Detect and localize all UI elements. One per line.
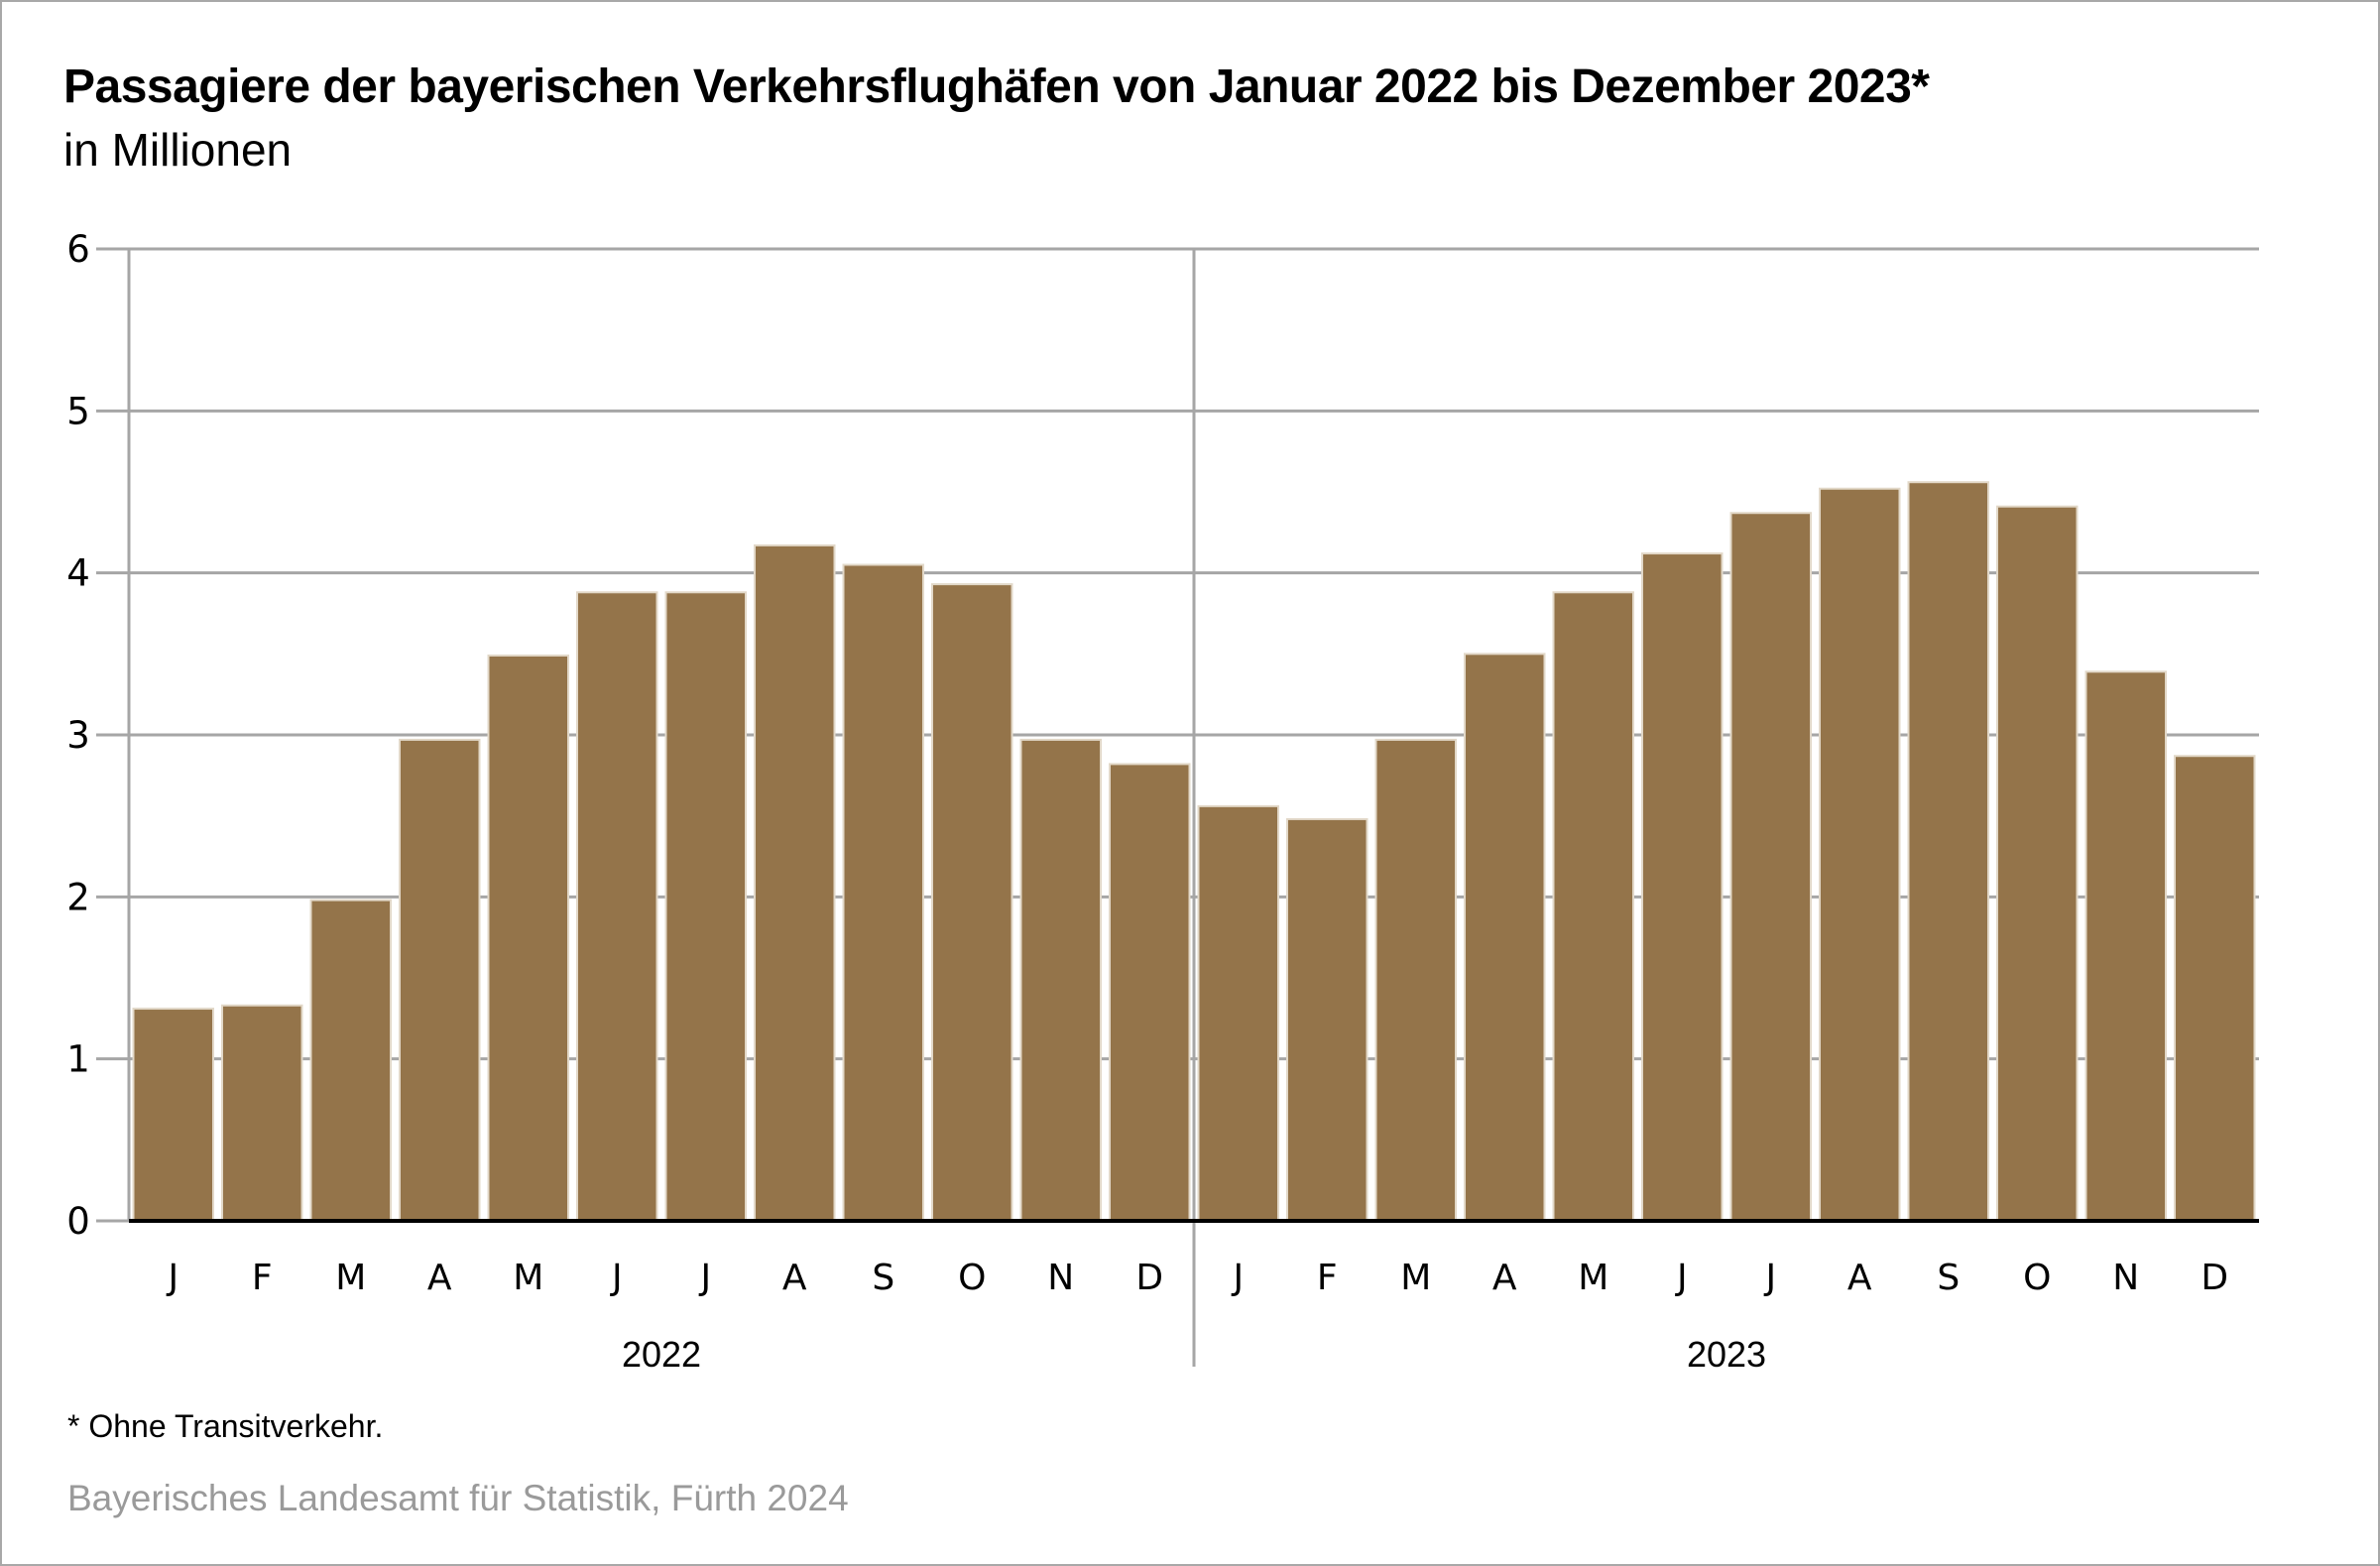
x-tick-label: F — [1317, 1258, 1338, 1298]
bar — [309, 899, 392, 1222]
x-tick-label: F — [252, 1258, 273, 1298]
y-tick-label: 1 — [66, 1038, 90, 1081]
bar — [487, 654, 569, 1222]
chart-subtitle: in Millionen — [63, 124, 293, 176]
x-tick-label: D — [1135, 1258, 1163, 1298]
bar — [1019, 738, 1102, 1223]
x-tick-label: N — [2112, 1258, 2139, 1298]
bar — [132, 1008, 214, 1222]
x-tick-label: M — [335, 1258, 366, 1298]
bar — [399, 738, 481, 1223]
year-label: 2022 — [622, 1334, 701, 1375]
x-tick-label: A — [427, 1258, 452, 1298]
x-tick-label: A — [1492, 1258, 1517, 1298]
bar — [2084, 670, 2167, 1222]
x-tick-label: O — [2023, 1258, 2051, 1298]
x-tick-label: D — [2201, 1258, 2228, 1298]
x-tick-label: S — [872, 1258, 894, 1298]
x-tick-label: M — [1400, 1258, 1431, 1298]
x-tick-label: M — [1578, 1258, 1608, 1298]
bar — [664, 591, 747, 1222]
bar — [1729, 512, 1812, 1222]
bar — [221, 1004, 303, 1222]
bar — [1996, 505, 2079, 1222]
bar — [842, 563, 924, 1222]
bar — [1286, 817, 1368, 1223]
bar — [2174, 755, 2256, 1222]
y-tick-label: 6 — [66, 228, 90, 271]
bar — [1374, 738, 1457, 1223]
bar — [1907, 481, 1989, 1222]
bar — [1819, 487, 1901, 1222]
x-tick-label: M — [513, 1258, 543, 1298]
y-tick-label: 3 — [66, 714, 90, 757]
x-tick-label: J — [166, 1258, 178, 1298]
bar — [1197, 804, 1279, 1222]
x-tick-label: A — [782, 1258, 807, 1298]
x-tick-label: N — [1047, 1258, 1074, 1298]
y-tick-label: 0 — [66, 1200, 90, 1243]
year-label: 2023 — [1687, 1334, 1766, 1375]
x-tick-label: J — [698, 1258, 711, 1298]
x-tick-label: J — [1231, 1258, 1244, 1298]
y-axis-ticks: 0 1 2 3 4 5 6 — [66, 228, 90, 1243]
x-tick-label: J — [1763, 1258, 1776, 1298]
bars — [132, 481, 2256, 1223]
bar — [931, 583, 1013, 1222]
x-tick-label: J — [1675, 1258, 1688, 1298]
bar — [754, 543, 836, 1222]
bar — [1109, 763, 1191, 1223]
y-tick-label: 2 — [66, 876, 90, 918]
bar — [1464, 653, 1546, 1222]
bar — [1552, 591, 1634, 1222]
y-tick-label: 4 — [66, 552, 90, 595]
y-tick-label: 5 — [66, 390, 90, 432]
bar — [576, 591, 658, 1222]
x-tick-label: O — [958, 1258, 986, 1298]
x-tick-label: A — [1847, 1258, 1872, 1298]
x-tick-label: S — [1937, 1258, 1960, 1298]
bar — [1641, 552, 1724, 1222]
axes — [127, 249, 2259, 1367]
x-tick-label: J — [610, 1258, 623, 1298]
source-note: Bayerisches Landesamt für Statistik, Für… — [67, 1478, 849, 1518]
footnote: * Ohne Transitverkehr. — [67, 1408, 384, 1444]
chart-title: Passagiere der bayerischen Verkehrsflugh… — [63, 60, 1930, 113]
x-axis-labels: J F M A M J J A S O N D J F M A M J J A S O N D 2022 2023 — [166, 1258, 2228, 1375]
